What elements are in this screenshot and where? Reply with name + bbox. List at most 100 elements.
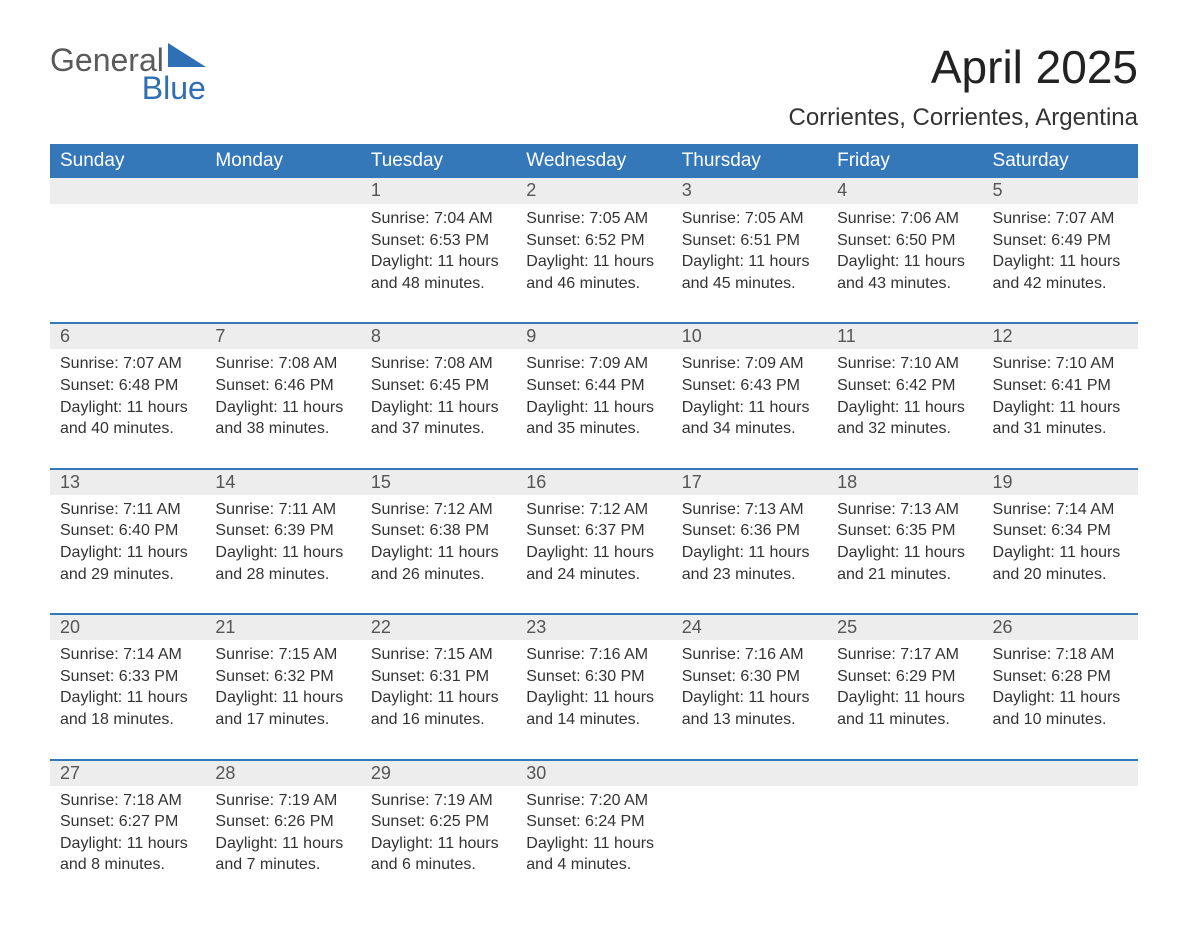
day-number-cell: 23	[516, 614, 671, 640]
day-content-cell	[50, 204, 205, 323]
daylight-line: Daylight: 11 hours and 31 minutes.	[993, 397, 1128, 440]
sunrise-line: Sunrise: 7:09 AM	[526, 353, 661, 375]
day-number-cell: 16	[516, 469, 671, 495]
daylight-line: Daylight: 11 hours and 34 minutes.	[682, 397, 817, 440]
day-content-row: Sunrise: 7:18 AMSunset: 6:27 PMDaylight:…	[50, 786, 1138, 896]
daylight-line: Daylight: 11 hours and 8 minutes.	[60, 833, 195, 876]
sunset-line: Sunset: 6:36 PM	[682, 520, 817, 542]
daylight-line: Daylight: 11 hours and 46 minutes.	[526, 251, 661, 294]
sunset-line: Sunset: 6:43 PM	[682, 375, 817, 397]
day-number-cell: 7	[205, 323, 360, 349]
daylight-line: Daylight: 11 hours and 35 minutes.	[526, 397, 661, 440]
day-content-cell: Sunrise: 7:16 AMSunset: 6:30 PMDaylight:…	[672, 640, 827, 759]
sunset-line: Sunset: 6:24 PM	[526, 811, 661, 833]
day-content-cell: Sunrise: 7:12 AMSunset: 6:38 PMDaylight:…	[361, 495, 516, 614]
day-number-cell: 14	[205, 469, 360, 495]
weekday-header: Wednesday	[516, 144, 671, 178]
weekday-header: Saturday	[983, 144, 1138, 178]
daylight-line: Daylight: 11 hours and 21 minutes.	[837, 542, 972, 585]
sunrise-line: Sunrise: 7:07 AM	[993, 208, 1128, 230]
daylight-line: Daylight: 11 hours and 43 minutes.	[837, 251, 972, 294]
sunset-line: Sunset: 6:30 PM	[682, 666, 817, 688]
triangle-icon	[168, 40, 206, 72]
sunset-line: Sunset: 6:33 PM	[60, 666, 195, 688]
daylight-line: Daylight: 11 hours and 40 minutes.	[60, 397, 195, 440]
day-number-cell: 3	[672, 178, 827, 204]
day-content-cell: Sunrise: 7:05 AMSunset: 6:52 PMDaylight:…	[516, 204, 671, 323]
daylight-line: Daylight: 11 hours and 37 minutes.	[371, 397, 506, 440]
day-number-cell: 11	[827, 323, 982, 349]
sunrise-line: Sunrise: 7:13 AM	[682, 499, 817, 521]
day-number-cell: 17	[672, 469, 827, 495]
weekday-header: Thursday	[672, 144, 827, 178]
day-content-cell: Sunrise: 7:13 AMSunset: 6:35 PMDaylight:…	[827, 495, 982, 614]
sunset-line: Sunset: 6:25 PM	[371, 811, 506, 833]
day-number-cell: 6	[50, 323, 205, 349]
day-number-cell: 29	[361, 760, 516, 786]
day-number-cell: 8	[361, 323, 516, 349]
sunset-line: Sunset: 6:51 PM	[682, 230, 817, 252]
day-content-cell: Sunrise: 7:11 AMSunset: 6:40 PMDaylight:…	[50, 495, 205, 614]
day-content-cell: Sunrise: 7:20 AMSunset: 6:24 PMDaylight:…	[516, 786, 671, 896]
sunset-line: Sunset: 6:45 PM	[371, 375, 506, 397]
daylight-line: Daylight: 11 hours and 28 minutes.	[215, 542, 350, 585]
day-content-cell: Sunrise: 7:10 AMSunset: 6:41 PMDaylight:…	[983, 349, 1138, 468]
sunrise-line: Sunrise: 7:10 AM	[993, 353, 1128, 375]
day-number-cell: 30	[516, 760, 671, 786]
sunset-line: Sunset: 6:42 PM	[837, 375, 972, 397]
daylight-line: Daylight: 11 hours and 42 minutes.	[993, 251, 1128, 294]
day-number-row: 27282930	[50, 760, 1138, 786]
location-subtitle: Corrientes, Corrientes, Argentina	[789, 104, 1139, 132]
day-number-row: 20212223242526	[50, 614, 1138, 640]
header: General Blue April 2025 Corrientes, Corr…	[50, 40, 1138, 132]
day-number-cell	[672, 760, 827, 786]
sunset-line: Sunset: 6:32 PM	[215, 666, 350, 688]
weekday-header-row: SundayMondayTuesdayWednesdayThursdayFrid…	[50, 144, 1138, 178]
sunset-line: Sunset: 6:52 PM	[526, 230, 661, 252]
sunrise-line: Sunrise: 7:11 AM	[215, 499, 350, 521]
day-number-cell: 21	[205, 614, 360, 640]
sunrise-line: Sunrise: 7:06 AM	[837, 208, 972, 230]
daylight-line: Daylight: 11 hours and 10 minutes.	[993, 687, 1128, 730]
daylight-line: Daylight: 11 hours and 48 minutes.	[371, 251, 506, 294]
day-content-cell: Sunrise: 7:19 AMSunset: 6:25 PMDaylight:…	[361, 786, 516, 896]
daylight-line: Daylight: 11 hours and 13 minutes.	[682, 687, 817, 730]
day-content-cell: Sunrise: 7:18 AMSunset: 6:28 PMDaylight:…	[983, 640, 1138, 759]
sunrise-line: Sunrise: 7:15 AM	[215, 644, 350, 666]
sunrise-line: Sunrise: 7:05 AM	[526, 208, 661, 230]
day-number-cell: 27	[50, 760, 205, 786]
day-content-cell: Sunrise: 7:08 AMSunset: 6:46 PMDaylight:…	[205, 349, 360, 468]
day-number-cell: 25	[827, 614, 982, 640]
daylight-line: Daylight: 11 hours and 23 minutes.	[682, 542, 817, 585]
sunset-line: Sunset: 6:27 PM	[60, 811, 195, 833]
day-content-cell: Sunrise: 7:09 AMSunset: 6:44 PMDaylight:…	[516, 349, 671, 468]
day-content-cell: Sunrise: 7:07 AMSunset: 6:49 PMDaylight:…	[983, 204, 1138, 323]
day-content-cell: Sunrise: 7:05 AMSunset: 6:51 PMDaylight:…	[672, 204, 827, 323]
sunrise-line: Sunrise: 7:19 AM	[371, 790, 506, 812]
sunrise-line: Sunrise: 7:12 AM	[526, 499, 661, 521]
day-content-cell: Sunrise: 7:11 AMSunset: 6:39 PMDaylight:…	[205, 495, 360, 614]
sunset-line: Sunset: 6:50 PM	[837, 230, 972, 252]
sunrise-line: Sunrise: 7:13 AM	[837, 499, 972, 521]
day-content-cell: Sunrise: 7:12 AMSunset: 6:37 PMDaylight:…	[516, 495, 671, 614]
weekday-header: Monday	[205, 144, 360, 178]
sunset-line: Sunset: 6:53 PM	[371, 230, 506, 252]
sunrise-line: Sunrise: 7:10 AM	[837, 353, 972, 375]
daylight-line: Daylight: 11 hours and 26 minutes.	[371, 542, 506, 585]
sunset-line: Sunset: 6:38 PM	[371, 520, 506, 542]
day-number-cell	[827, 760, 982, 786]
day-content-cell: Sunrise: 7:04 AMSunset: 6:53 PMDaylight:…	[361, 204, 516, 323]
day-content-cell: Sunrise: 7:14 AMSunset: 6:34 PMDaylight:…	[983, 495, 1138, 614]
weekday-header: Friday	[827, 144, 982, 178]
day-number-cell: 2	[516, 178, 671, 204]
sunrise-line: Sunrise: 7:05 AM	[682, 208, 817, 230]
sunset-line: Sunset: 6:29 PM	[837, 666, 972, 688]
sunrise-line: Sunrise: 7:14 AM	[993, 499, 1128, 521]
day-number-cell: 26	[983, 614, 1138, 640]
sunset-line: Sunset: 6:40 PM	[60, 520, 195, 542]
day-number-row: 13141516171819	[50, 469, 1138, 495]
day-number-cell: 19	[983, 469, 1138, 495]
day-number-cell: 10	[672, 323, 827, 349]
sunset-line: Sunset: 6:35 PM	[837, 520, 972, 542]
day-content-cell: Sunrise: 7:15 AMSunset: 6:31 PMDaylight:…	[361, 640, 516, 759]
